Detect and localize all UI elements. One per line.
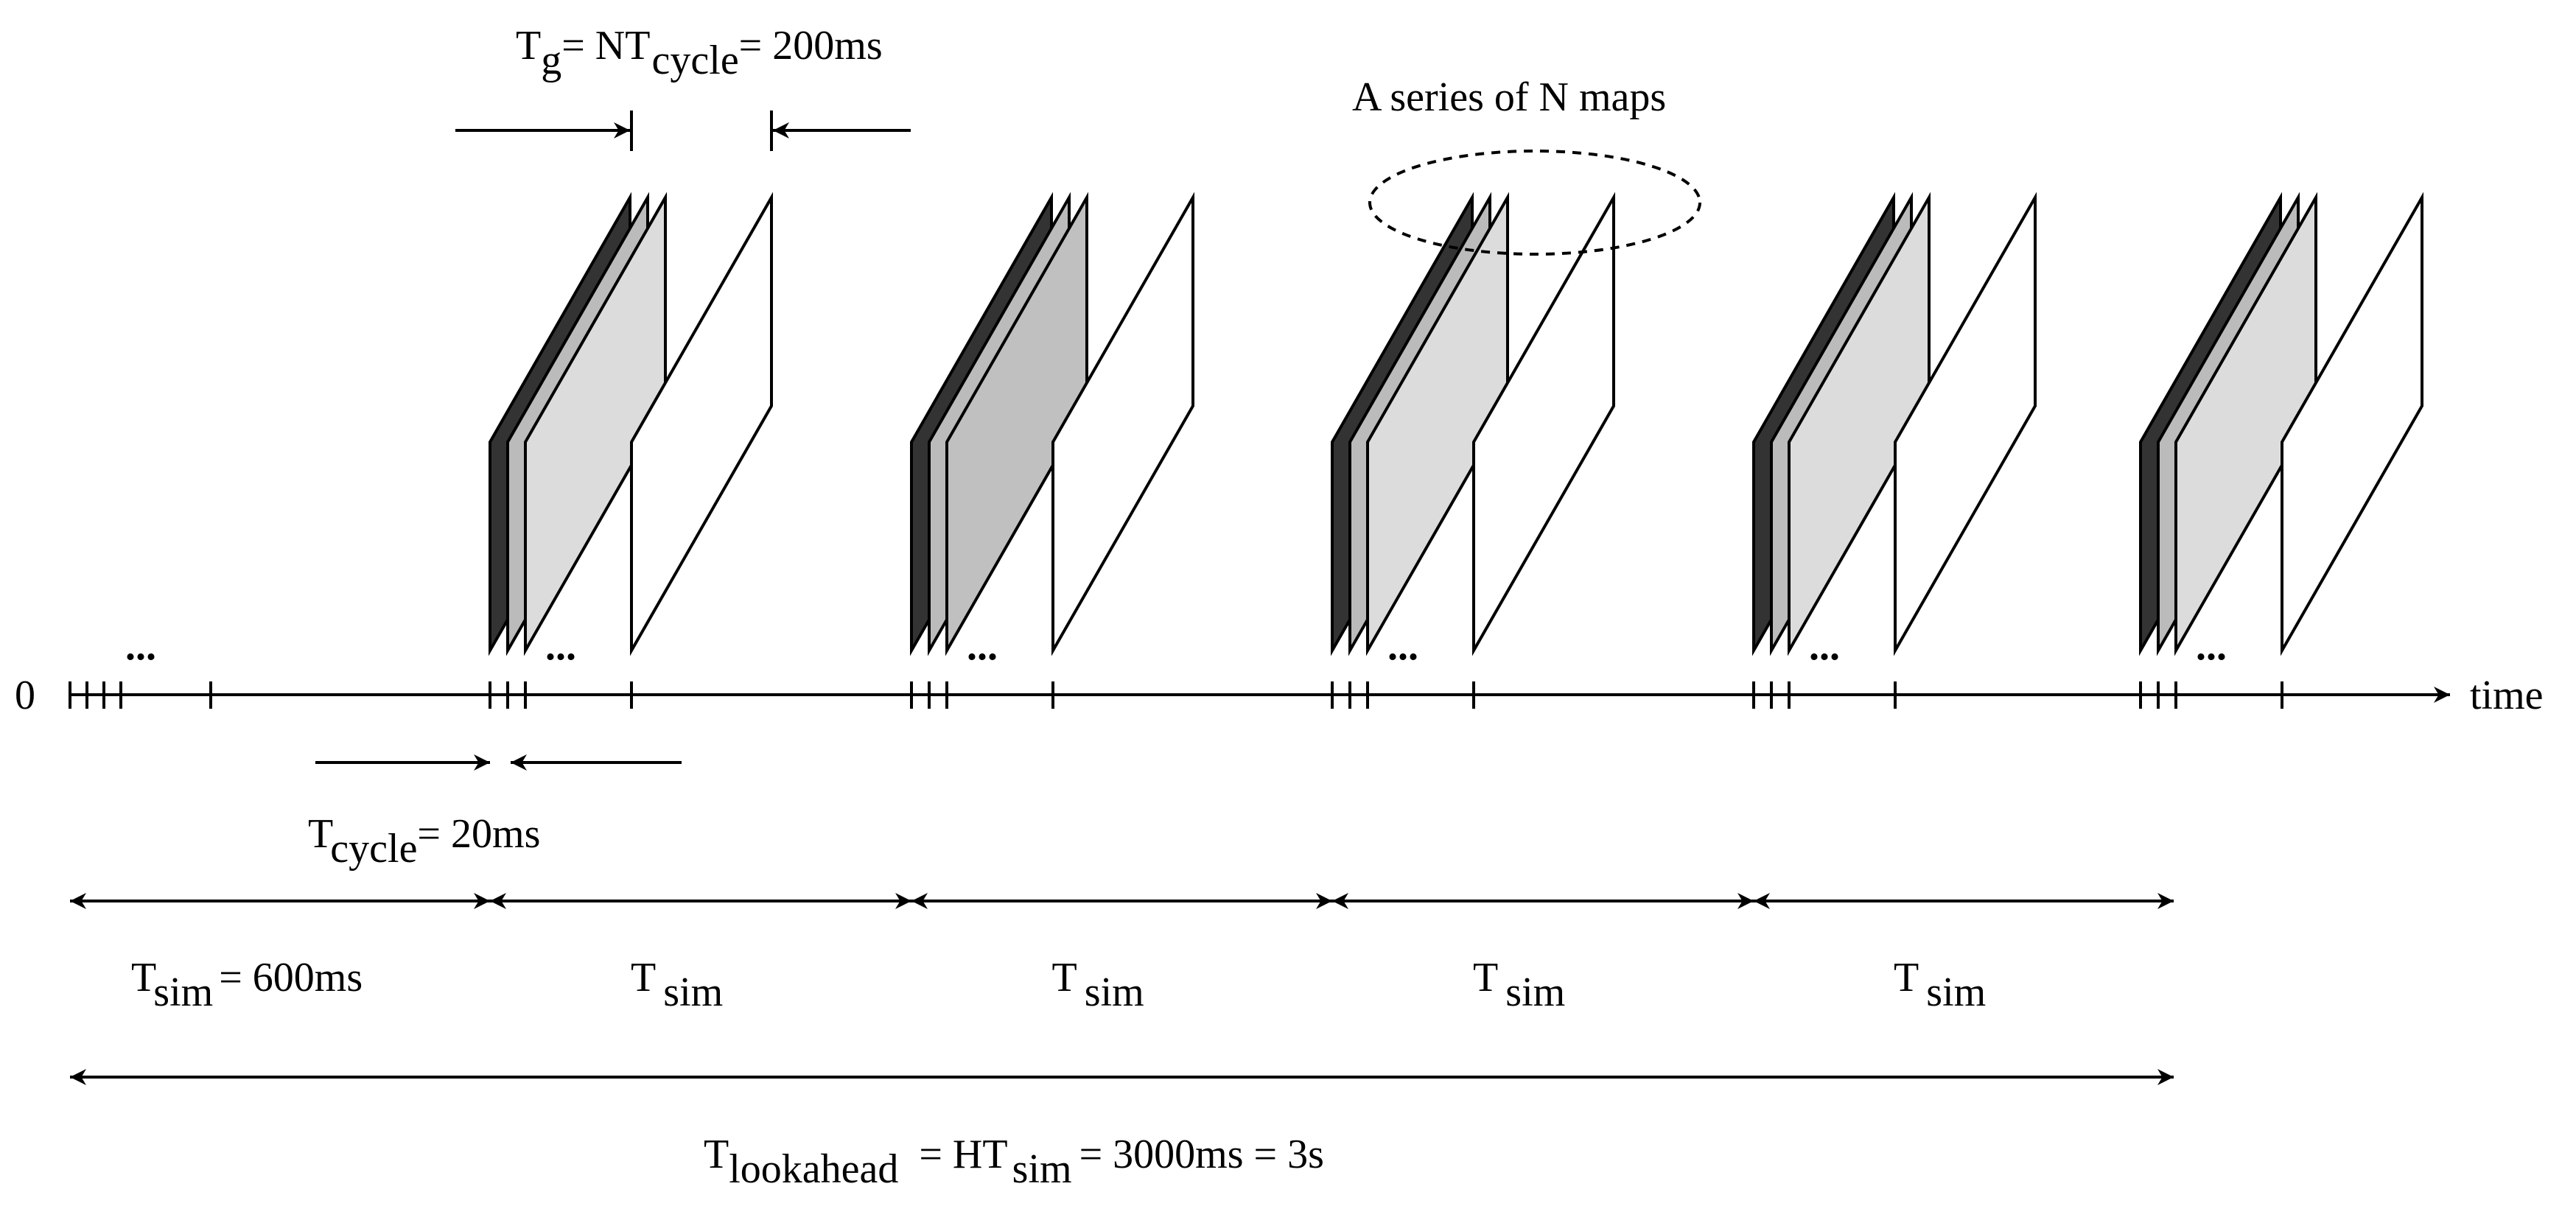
sim-T: T: [1894, 955, 1919, 1000]
sim-sub: sim: [1085, 970, 1144, 1015]
map-sheet-light: [945, 192, 1088, 656]
group-ellipsis: ...: [967, 623, 998, 669]
origin-ellipsis: ...: [125, 623, 156, 669]
group-ellipsis: ...: [1809, 623, 1840, 669]
group-interval-annotation: Tg= NT cycle= 200ms: [455, 23, 911, 151]
map-sheet-last: [630, 192, 773, 656]
lookahead-T: T: [704, 1132, 729, 1177]
map-sheet-last: [1894, 192, 2037, 656]
lookahead-eq-ht: = HT: [919, 1132, 1007, 1177]
series-label: A series of N maps: [1352, 74, 1666, 120]
time-axis: 0 time ..................: [15, 623, 2544, 718]
sim-T: T: [631, 955, 656, 1000]
sim-T: T: [131, 955, 156, 1000]
cycle-rhs: = 20ms: [417, 811, 540, 857]
map-group: [2139, 192, 2423, 656]
tg-eq-nt: = NT: [561, 23, 650, 69]
sim-span: Tsim = 600ms: [70, 893, 490, 1015]
map-group: [489, 192, 773, 656]
group-ellipsis: ...: [2196, 623, 2227, 669]
sim-rhs: = 600ms: [219, 955, 363, 1000]
lookahead-annotation: Tlookahead = HT sim = 3000ms = 3s: [70, 1069, 2174, 1192]
map-group: [1331, 192, 1615, 656]
sim-sub: sim: [1926, 970, 1986, 1015]
tg-T: T: [516, 23, 541, 69]
sim-sub: sim: [663, 970, 723, 1015]
lookahead-sim-sub: sim: [1012, 1146, 1072, 1192]
map-sheet-light: [1366, 192, 1509, 656]
cycle-T: T: [308, 811, 333, 857]
sim-T: T: [1473, 955, 1498, 1000]
tg-sub: g: [541, 38, 561, 83]
map-group: [910, 192, 1194, 656]
sim-span-label: Tsim = 600ms: [131, 955, 363, 1015]
tg-rhs: = 200ms: [739, 23, 883, 69]
map-sheet-light: [524, 192, 667, 656]
map-groups: [489, 192, 2423, 656]
sim-sub: sim: [1505, 970, 1565, 1015]
sim-T: T: [1052, 955, 1077, 1000]
lookahead-rhs: = 3000ms = 3s: [1079, 1132, 1324, 1177]
map-sheet-last: [1051, 192, 1194, 656]
map-sheet-last: [1472, 192, 1615, 656]
series-annotation: A series of N maps: [1352, 74, 1701, 256]
svg-text:Tcycle= 20ms: Tcycle= 20ms: [308, 811, 540, 872]
map-sheet-light: [2174, 192, 2317, 656]
tg-cycle-sub: cycle: [652, 38, 739, 83]
series-ellipse: [1368, 150, 1701, 256]
sim-sub: sim: [153, 970, 213, 1015]
axis-ellipses: ..................: [125, 623, 2227, 669]
lookahead-sub: lookahead: [729, 1146, 898, 1192]
group-ellipsis: ...: [1387, 623, 1418, 669]
cycle-annotation: Tcycle= 20ms: [308, 754, 682, 872]
map-group: [1752, 192, 2037, 656]
map-sheet-light: [1788, 192, 1931, 656]
axis-ticks: [69, 681, 2283, 709]
group-ellipsis: ...: [545, 623, 576, 669]
cycle-sub: cycle: [330, 826, 417, 872]
time-label: time: [2470, 673, 2544, 718]
origin-label: 0: [15, 673, 35, 718]
map-sheet-last: [2281, 192, 2423, 656]
